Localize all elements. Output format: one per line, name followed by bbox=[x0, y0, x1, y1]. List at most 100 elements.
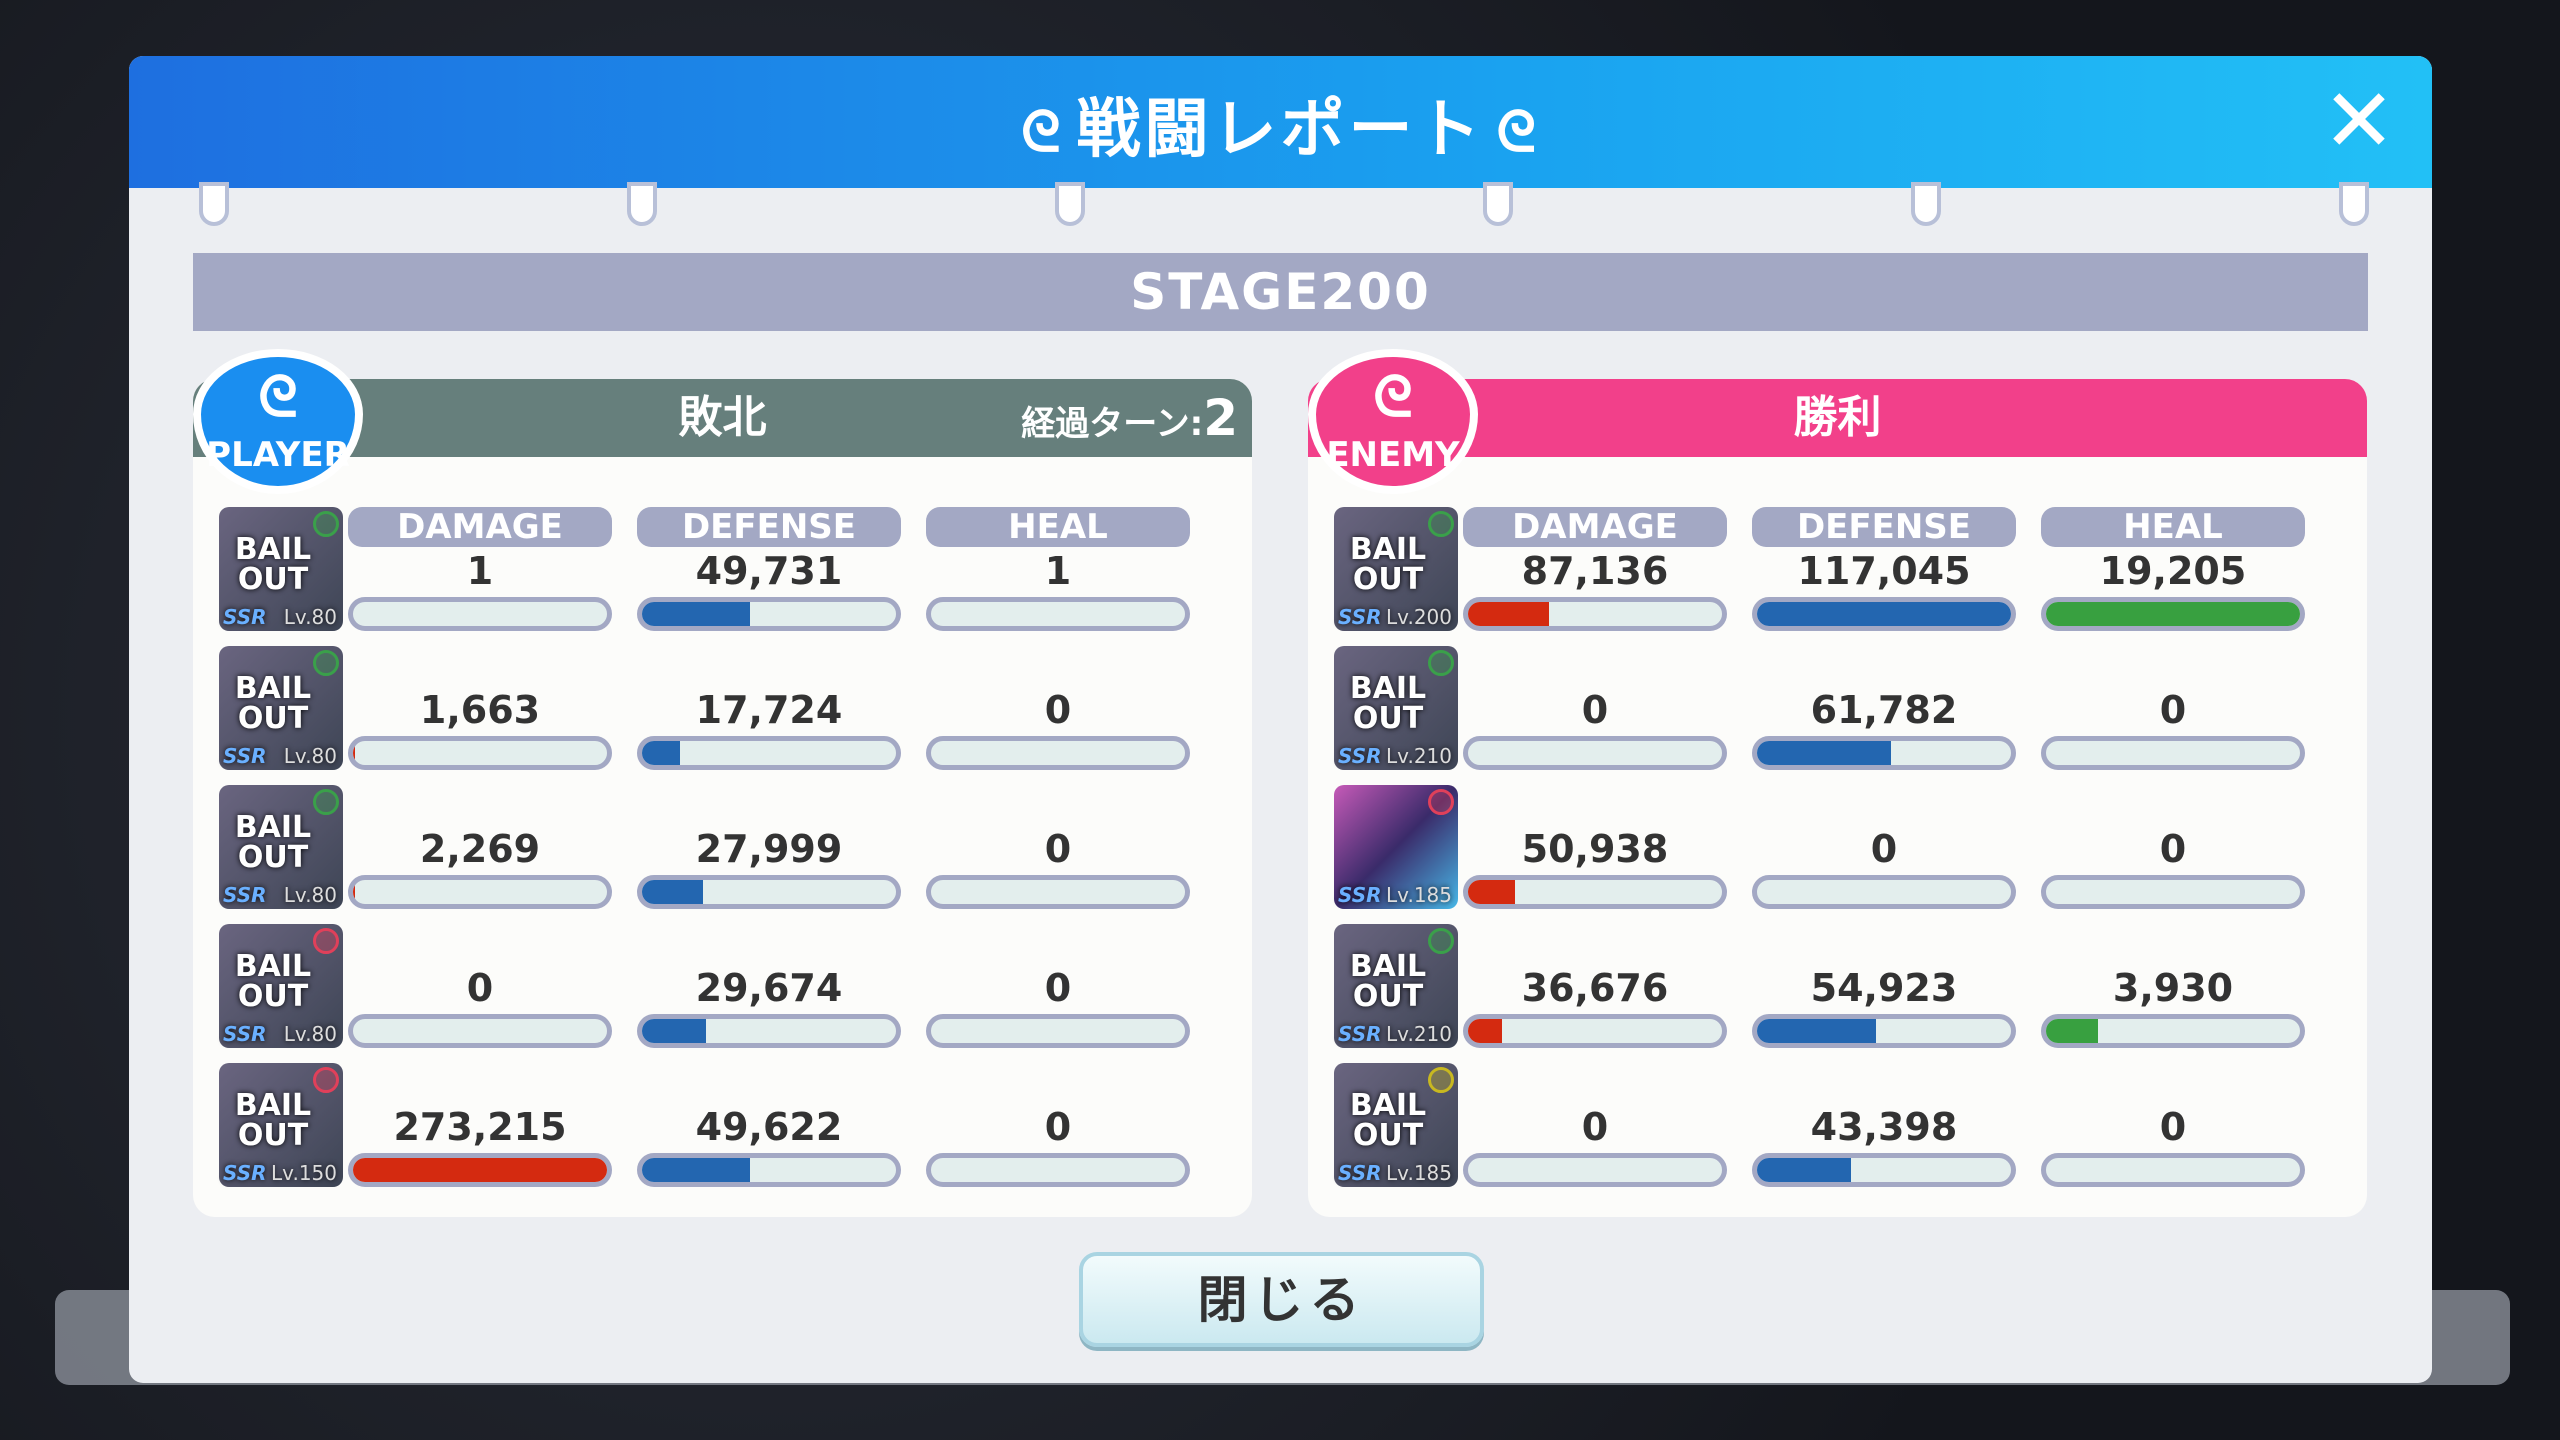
defense-bar bbox=[637, 597, 901, 631]
enemy-result-header: 勝利 bbox=[1308, 379, 2367, 457]
unit-level: Lv.210 bbox=[1386, 744, 1452, 768]
damage-value: 273,215 bbox=[393, 1105, 567, 1149]
unit-avatar[interactable]: BAIL OUT Lv.150 SSR bbox=[219, 1063, 343, 1187]
heal-bar bbox=[926, 875, 1190, 909]
damage-bar-fill bbox=[353, 880, 356, 904]
unit-avatar[interactable]: BAIL OUT Lv.210 SSR bbox=[1334, 646, 1458, 770]
pin-decoration bbox=[1483, 182, 1513, 226]
defense-value: 29,674 bbox=[695, 966, 843, 1010]
unit-avatar[interactable]: BAIL OUT Lv.80 SSR bbox=[219, 924, 343, 1048]
bail-out-label: BAIL OUT bbox=[234, 671, 312, 736]
heal-value: 0 bbox=[2159, 827, 2187, 871]
wing-icon: ᘓ bbox=[1373, 365, 1413, 430]
enemy-result: 勝利 bbox=[1793, 392, 1882, 443]
unit-level: Lv.80 bbox=[283, 605, 337, 629]
battle-report-dialog: ᘓ 戦闘レポート ᘓ ✕ STAGE200 敗北 経過ターン:2 ᘓ PLAYER B… bbox=[129, 56, 2432, 1383]
defense-bar bbox=[1752, 875, 2016, 909]
unit-avatar[interactable]: BAIL OUT Lv.80 SSR bbox=[219, 646, 343, 770]
unit-avatar[interactable]: Lv.185 SSR bbox=[1334, 785, 1458, 909]
wing-icon: ᘓ bbox=[258, 365, 298, 430]
damage-bar bbox=[1463, 736, 1727, 770]
bail-out-label: BAIL OUT bbox=[1349, 532, 1427, 597]
rarity-badge: SSR bbox=[223, 744, 267, 768]
player-unit-row: BAIL OUT Lv.80 SSR 0 29,674 0 bbox=[219, 924, 1229, 1048]
defense-value: 117,045 bbox=[1797, 549, 1971, 593]
defense-bar bbox=[1752, 1014, 2016, 1048]
pin-decoration bbox=[1911, 182, 1941, 226]
heal-bar bbox=[2041, 1153, 2305, 1187]
unit-level: Lv.200 bbox=[1386, 605, 1452, 629]
dialog-title: ᘓ 戦闘レポート ᘓ bbox=[129, 78, 2432, 170]
rarity-badge: SSR bbox=[1338, 605, 1382, 629]
bail-out-label: BAIL OUT bbox=[1349, 949, 1427, 1014]
damage-value: 36,676 bbox=[1521, 966, 1669, 1010]
player-unit-row: BAIL OUT Lv.80 SSR 1,663 17,724 0 bbox=[219, 646, 1229, 770]
defense-value: 49,622 bbox=[695, 1105, 843, 1149]
defense-value: 27,999 bbox=[695, 827, 843, 871]
heal-bar bbox=[926, 1153, 1190, 1187]
player-unit-row: BAIL OUT Lv.150 SSR 273,215 49,622 0 bbox=[219, 1063, 1229, 1187]
damage-bar bbox=[348, 736, 612, 770]
unit-level: Lv.185 bbox=[1386, 883, 1452, 907]
attribute-icon bbox=[1428, 789, 1454, 815]
unit-avatar[interactable]: BAIL OUT Lv.210 SSR bbox=[1334, 924, 1458, 1048]
defense-bar-fill bbox=[642, 741, 681, 765]
attribute-icon bbox=[313, 511, 339, 537]
defense-label: DEFENSE bbox=[1752, 507, 2016, 547]
defense-label: DEFENSE bbox=[637, 507, 901, 547]
defense-bar bbox=[1752, 1153, 2016, 1187]
defense-bar bbox=[637, 875, 901, 909]
defense-value: 17,724 bbox=[695, 688, 843, 732]
damage-bar bbox=[1463, 875, 1727, 909]
stage-label: STAGE200 bbox=[193, 253, 2368, 331]
heal-value: 19,205 bbox=[2099, 549, 2247, 593]
heal-value: 1 bbox=[1044, 549, 1072, 593]
heal-label: HEAL bbox=[926, 507, 1190, 547]
enemy-unit-row: BAIL OUT Lv.210 SSR 0 61,782 0 bbox=[1334, 646, 2344, 770]
defense-bar-fill bbox=[642, 880, 703, 904]
enemy-unit-row: BAIL OUT Lv.210 SSR 36,676 54,923 3,930 bbox=[1334, 924, 2344, 1048]
unit-avatar[interactable]: BAIL OUT Lv.80 SSR bbox=[219, 507, 343, 631]
heal-bar bbox=[926, 1014, 1190, 1048]
heal-bar bbox=[2041, 736, 2305, 770]
attribute-icon bbox=[313, 1067, 339, 1093]
defense-bar-fill bbox=[1757, 741, 1892, 765]
heal-value: 3,930 bbox=[2112, 966, 2234, 1010]
dialog-header: ᘓ 戦闘レポート ᘓ ✕ bbox=[129, 56, 2432, 188]
unit-avatar[interactable]: BAIL OUT Lv.185 SSR bbox=[1334, 1063, 1458, 1187]
attribute-icon bbox=[313, 650, 339, 676]
damage-value: 0 bbox=[1581, 688, 1609, 732]
defense-bar bbox=[637, 736, 901, 770]
close-icon[interactable]: ✕ bbox=[2322, 69, 2396, 172]
damage-bar bbox=[348, 1014, 612, 1048]
defense-value: 61,782 bbox=[1810, 688, 1958, 732]
heal-bar bbox=[926, 597, 1190, 631]
damage-value: 0 bbox=[1581, 1105, 1609, 1149]
rarity-badge: SSR bbox=[1338, 1022, 1382, 1046]
bail-out-label: BAIL OUT bbox=[1349, 671, 1427, 736]
defense-bar bbox=[1752, 736, 2016, 770]
attribute-icon bbox=[313, 789, 339, 815]
unit-avatar[interactable]: BAIL OUT Lv.80 SSR bbox=[219, 785, 343, 909]
rarity-badge: SSR bbox=[223, 1161, 267, 1185]
damage-bar-fill bbox=[1468, 880, 1516, 904]
close-button[interactable]: 閉じる bbox=[1079, 1252, 1484, 1347]
attribute-icon bbox=[1428, 511, 1454, 537]
defense-bar-fill bbox=[642, 1158, 750, 1182]
heal-bar bbox=[2041, 597, 2305, 631]
defense-bar-fill bbox=[1757, 1158, 1852, 1182]
heal-value: 0 bbox=[1044, 1105, 1072, 1149]
defense-bar-fill bbox=[1757, 602, 2011, 626]
heal-label: HEAL bbox=[2041, 507, 2305, 547]
unit-level: Lv.210 bbox=[1386, 1022, 1452, 1046]
player-unit-row: BAIL OUT Lv.80 SSR 2,269 27,999 0 bbox=[219, 785, 1229, 909]
defense-value: 49,731 bbox=[695, 549, 843, 593]
heal-value: 0 bbox=[1044, 688, 1072, 732]
turns-value: 2 bbox=[1203, 389, 1238, 447]
defense-bar bbox=[637, 1014, 901, 1048]
defense-value: 54,923 bbox=[1810, 966, 1958, 1010]
rarity-badge: SSR bbox=[223, 883, 267, 907]
unit-level: Lv.80 bbox=[283, 744, 337, 768]
damage-bar bbox=[1463, 1153, 1727, 1187]
unit-avatar[interactable]: BAIL OUT Lv.200 SSR bbox=[1334, 507, 1458, 631]
